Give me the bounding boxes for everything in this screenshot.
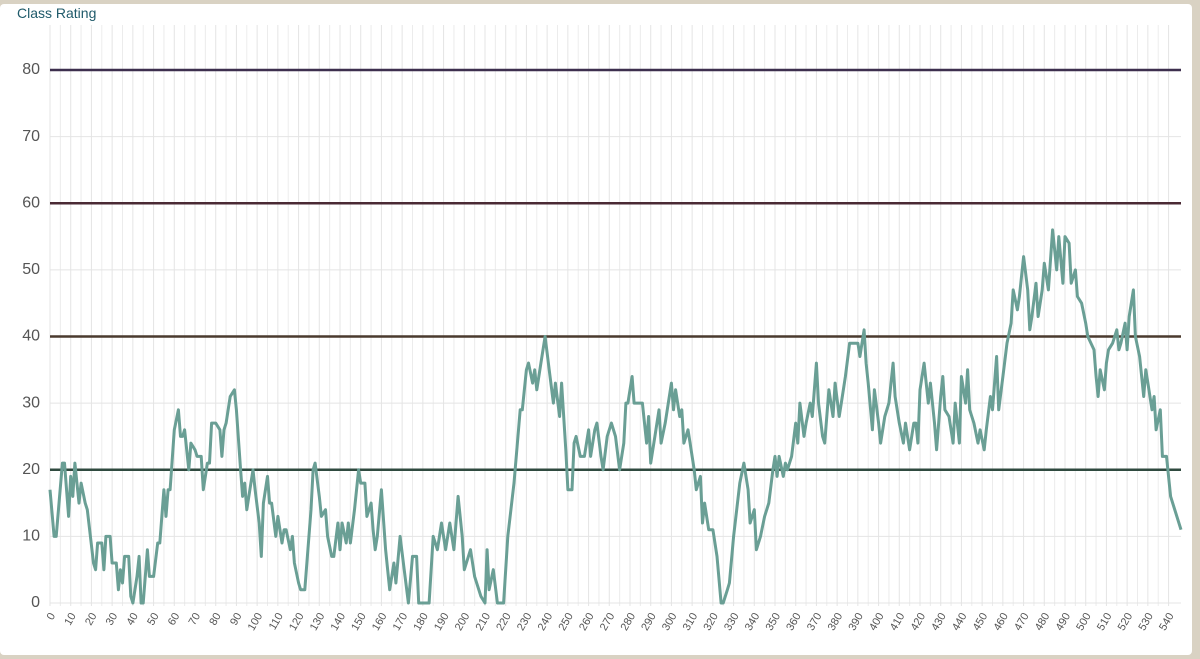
x-tick-label: 520 [1116,611,1136,633]
x-tick-label: 380 [826,611,846,633]
x-tick-label: 0 [45,611,58,622]
x-tick-label: 290 [639,611,659,633]
y-tick-label: 10 [22,528,40,545]
x-tick-label: 180 [411,611,431,633]
x-tick-label: 530 [1136,611,1156,633]
x-tick-label: 420 [909,611,929,633]
y-tick-label: 40 [22,328,40,345]
y-tick-label: 0 [31,594,40,611]
x-tick-label: 280 [619,611,639,633]
x-tick-label: 250 [556,611,576,633]
x-tick-label: 190 [432,611,452,633]
x-tick-label: 300 [660,611,680,633]
y-tick-label: 30 [22,394,40,411]
x-tick-label: 10 [62,611,79,628]
x-tick-label: 480 [1033,611,1053,633]
x-tick-label: 170 [391,611,411,633]
chart-title: Class Rating [17,5,96,21]
x-tick-label: 50 [145,611,162,628]
x-tick-label: 240 [536,611,556,633]
x-tick-label: 440 [950,611,970,633]
x-tick-label: 400 [867,611,887,633]
x-tick-label: 30 [104,611,121,628]
x-tick-label: 500 [1074,611,1094,633]
x-tick-label: 460 [991,611,1011,633]
x-tick-label: 160 [370,611,390,633]
x-tick-label: 430 [929,611,949,633]
x-tick-label: 80 [207,611,224,628]
x-tick-label: 210 [474,611,494,633]
y-tick-label: 70 [22,128,40,145]
x-tick-label: 360 [784,611,804,633]
x-tick-label: 340 [743,611,763,633]
x-tick-label: 540 [1157,611,1177,633]
x-tick-label: 310 [681,611,701,633]
y-tick-label: 20 [22,461,40,478]
x-tick-label: 70 [187,611,204,628]
y-tick-label: 80 [22,61,40,78]
x-tick-label: 390 [846,611,866,633]
x-tick-label: 510 [1095,611,1115,633]
panel [0,4,1192,655]
x-tick-label: 60 [166,611,183,628]
y-tick-label: 60 [22,194,40,211]
x-tick-label: 100 [246,611,266,633]
x-tick-label: 330 [722,611,742,633]
x-tick-label: 130 [308,611,328,633]
x-tick-label: 230 [515,611,535,633]
y-tick-label: 50 [22,261,40,278]
x-tick-label: 90 [228,611,245,628]
x-tick-label: 410 [888,611,908,633]
x-tick-label: 40 [124,611,141,628]
x-tick-label: 110 [267,611,286,632]
x-tick-label: 120 [287,611,307,633]
data-line [48,228,1183,605]
x-tick-label: 320 [701,611,721,633]
x-tick-label: 140 [329,611,349,633]
x-tick-label: 150 [349,611,369,633]
x-tick-label: 350 [764,611,784,633]
x-tick-label: 490 [1054,611,1074,633]
x-tick-label: 270 [598,611,618,633]
x-tick-label: 370 [805,611,825,633]
x-tick-label: 20 [83,611,100,628]
x-tick-label: 200 [453,611,473,633]
x-tick-label: 450 [971,611,991,633]
x-tick-label: 470 [1012,611,1032,633]
x-tick-label: 260 [577,611,597,633]
x-tick-label: 220 [494,611,514,633]
